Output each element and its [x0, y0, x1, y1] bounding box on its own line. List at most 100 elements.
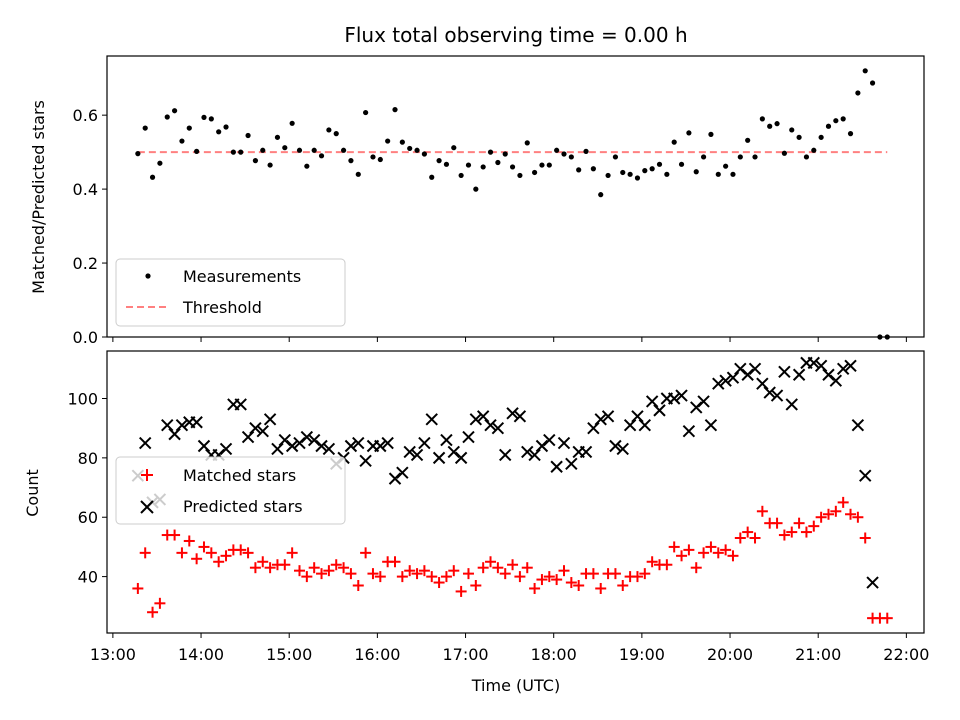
measurement-point: [818, 134, 824, 140]
measurement-point: [869, 80, 876, 86]
predicted-star-point: [285, 439, 299, 453]
bottom-x-ticks: 13:00 14:00 15:00 16:00 17:00 18:00 19:00 20:00…: [90, 633, 929, 664]
measurement-point: [693, 169, 699, 175]
predicted-star-point: [175, 419, 189, 432]
matched-star-point: [609, 568, 621, 580]
matched-star-point: [279, 559, 291, 571]
predicted-star-point: [315, 439, 328, 453]
predicted-star-point: [484, 419, 497, 432]
legend-measurements-marker: [145, 273, 151, 279]
matched-star-point: [793, 517, 805, 529]
matched-star-point: [859, 532, 871, 544]
measurement-point: [605, 172, 611, 179]
measurement-point: [340, 147, 347, 153]
top-x-ticks: [112, 337, 907, 342]
matched-star-point: [301, 571, 313, 583]
bottom-panel: Count Time (UTC) 40 60 80 100 13:00 14:00 15:…: [23, 350, 929, 695]
measurement-point: [311, 147, 317, 153]
predicted-star-point: [271, 442, 284, 456]
measurement-point: [304, 163, 310, 169]
matched-star-point: [448, 565, 460, 577]
predicted-star-point: [521, 445, 534, 459]
y-tick-label: 0.0: [73, 328, 98, 347]
x-tick-label: 22:00: [883, 645, 929, 664]
matched-star-point: [485, 556, 497, 568]
matched-star-point: [514, 571, 526, 583]
predicted-star-point: [138, 436, 152, 450]
matched-star-point: [742, 526, 754, 538]
matched-star-point: [551, 574, 563, 586]
matched-star-point: [396, 571, 408, 583]
measurement-point: [238, 149, 244, 155]
measurement-point: [862, 68, 868, 74]
x-tick-label: 20:00: [707, 645, 753, 664]
measurement-point: [296, 147, 303, 153]
measurement-point: [767, 123, 773, 129]
measurement-point: [532, 169, 538, 176]
legend-matched-label: Matched stars: [183, 466, 296, 485]
predicted-star-point: [403, 445, 416, 459]
measurement-point: [186, 125, 192, 131]
matched-star-point: [661, 559, 673, 571]
measurement-point: [745, 137, 751, 143]
matched-star-point: [543, 571, 555, 583]
predicted-star-point: [682, 424, 696, 438]
matched-star-point: [565, 577, 577, 589]
measurement-point: [267, 162, 273, 168]
predicted-star-point: [631, 410, 644, 423]
top-y-ticks: 0.0 0.2 0.4 0.6: [73, 106, 107, 347]
matched-star-point: [330, 559, 342, 571]
matched-star-point: [470, 580, 482, 592]
matched-star-point: [690, 562, 702, 574]
measurement-point: [825, 123, 832, 129]
top-legend: Measurements Threshold: [115, 258, 346, 327]
predicted-star-point: [359, 454, 372, 468]
predicted-star-point: [352, 436, 365, 450]
matched-star-point: [852, 511, 864, 523]
bottom-legend-box: [115, 456, 346, 525]
matched-star-point: [440, 571, 452, 583]
matched-star-point: [800, 526, 812, 538]
matched-star-point: [176, 547, 188, 559]
matched-star-point: [191, 553, 203, 565]
matched-star-point: [727, 550, 739, 562]
bottom-y-ticks: 40 60 80 100: [67, 389, 107, 587]
matched-star-point: [705, 541, 717, 553]
predicted-star-point: [462, 430, 475, 444]
bottom-axes-frame: [106, 350, 925, 634]
measurement-point: [759, 116, 765, 122]
predicted-star-point: [778, 365, 791, 378]
measurement-point: [561, 151, 567, 157]
x-tick-label: 13:00: [90, 645, 136, 664]
matched-star-point: [308, 562, 320, 574]
predicted-star-point: [300, 430, 314, 444]
measurement-point: [399, 139, 405, 145]
predicted-star-point: [807, 356, 821, 370]
measurement-point: [620, 169, 626, 176]
measurement-point: [796, 134, 802, 140]
measurement-point: [678, 161, 685, 167]
measurement-point: [708, 131, 714, 137]
measurement-point: [208, 116, 214, 122]
predicted-star-point: [785, 398, 798, 411]
legend-matched-marker: [141, 469, 153, 481]
y-tick-label: 0.4: [73, 180, 98, 199]
x-tick-label: 18:00: [531, 645, 577, 664]
predicted-star-point: [322, 442, 336, 456]
measurement-point: [480, 164, 486, 170]
predicted-star-point: [829, 374, 843, 387]
predicted-star-point: [712, 377, 725, 390]
predicted-star-point: [763, 386, 776, 399]
matched-star-point: [521, 562, 533, 574]
predicted-star-point: [756, 377, 769, 390]
measurement-point: [348, 158, 354, 164]
matched-star-point: [323, 565, 335, 577]
predicted-star-point: [550, 460, 563, 473]
predicted-star-point: [623, 419, 637, 432]
matched-star-point: [639, 568, 651, 580]
measurement-point: [781, 150, 788, 156]
measurement-point: [627, 171, 633, 177]
matched-star-point: [264, 562, 276, 574]
predicted-star-point: [374, 439, 387, 453]
